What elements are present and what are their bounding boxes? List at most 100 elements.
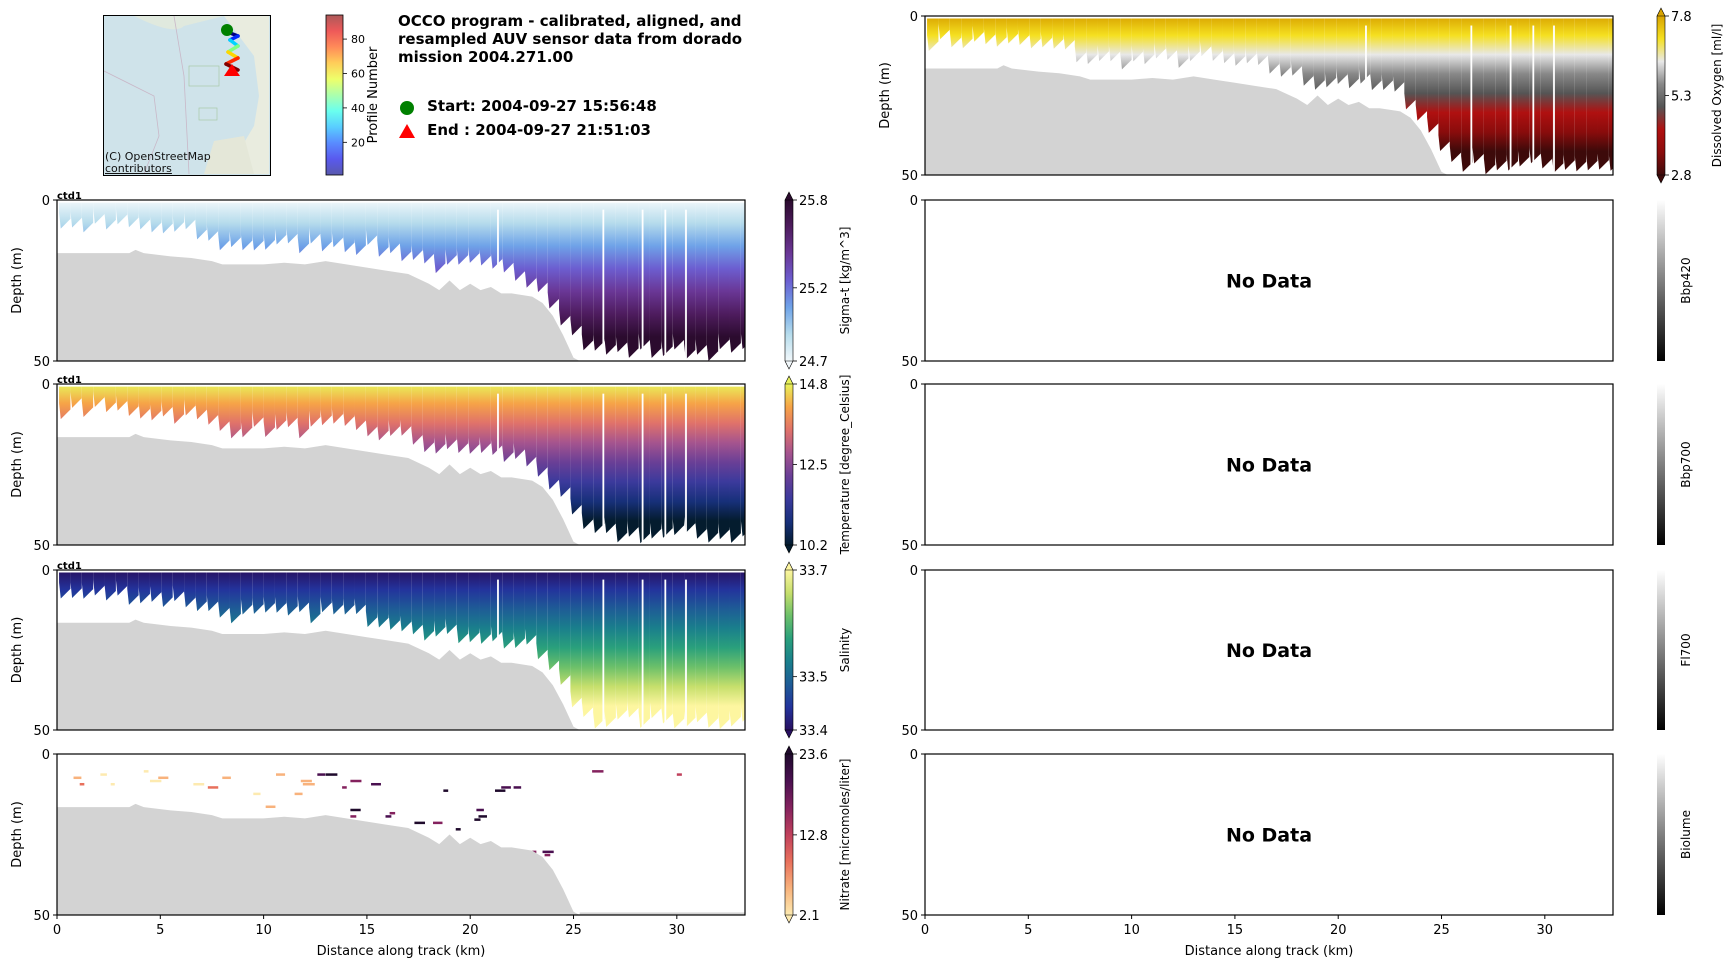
profile-column <box>161 386 173 417</box>
profile-column <box>206 572 219 612</box>
x-tick-label: 5 <box>1024 923 1032 938</box>
colorbar-tick-label: 14.8 <box>799 378 828 393</box>
panel-oxygen: 0 50 Depth (m) 2.8 5.3 7.8 Dissolved Oxygen [m… <box>878 7 1724 184</box>
profile-column <box>229 386 241 439</box>
profile-column <box>1392 18 1405 92</box>
nitrate-sample <box>79 782 85 786</box>
colorbar-tick-label: 2.1 <box>799 909 820 924</box>
profile-column <box>536 386 548 477</box>
profile-column <box>184 572 196 608</box>
profile-column <box>1017 18 1030 45</box>
y-tick-label: 50 <box>33 724 50 739</box>
colorbar-gradient <box>785 570 793 730</box>
profile-column <box>729 386 741 543</box>
profile-column <box>479 572 491 644</box>
nitrate-sample <box>676 773 682 776</box>
profile-column <box>388 386 400 436</box>
profile-column <box>70 572 82 599</box>
profile-column <box>1506 18 1518 171</box>
profile-column <box>1006 18 1018 44</box>
profile-column <box>411 386 423 445</box>
data-gap <box>641 393 644 545</box>
profile-column <box>434 202 446 274</box>
profile-column <box>365 386 378 437</box>
profile-column <box>445 386 457 450</box>
no-data-annotation: No Data <box>1226 825 1312 847</box>
map-zone <box>188 65 220 87</box>
profile-column <box>1347 18 1359 89</box>
nitrate-sample <box>513 786 522 789</box>
colorbar-tick-label: 20 <box>351 136 365 149</box>
profile-column <box>706 386 719 543</box>
profile-column <box>309 202 321 244</box>
x-tick-label: 0 <box>921 923 929 938</box>
y-tick-label: 50 <box>33 539 50 554</box>
nitrate-sample <box>253 792 261 796</box>
profile-column <box>195 202 207 240</box>
profile-column <box>684 572 696 728</box>
profile-column <box>1052 18 1064 49</box>
profile-column <box>502 202 514 273</box>
profile-column <box>331 386 344 424</box>
profile-column <box>138 202 150 230</box>
axes-frame <box>924 569 1614 731</box>
profile-column <box>672 572 685 729</box>
profile-column <box>983 18 996 45</box>
nitrate-sample <box>193 782 205 786</box>
y-tick-label: 0 <box>910 378 918 393</box>
profile-column <box>297 202 310 254</box>
profile-column <box>81 572 94 599</box>
colorbar-tick-label: 2.8 <box>1671 169 1692 184</box>
nitrate-sample <box>143 770 149 773</box>
profile-column <box>365 572 378 627</box>
colorbar-bbp420: Bbp420 <box>1657 200 1693 361</box>
profile-column <box>559 202 571 326</box>
profile-column <box>638 386 650 544</box>
nitrate-sample <box>476 808 484 812</box>
title-line: OCCO program - calibrated, aligned, and <box>398 12 742 30</box>
data-gap <box>602 209 605 361</box>
profile-column <box>718 386 730 540</box>
profile-column <box>1552 18 1564 173</box>
profile-column <box>1529 18 1541 164</box>
profile-column <box>274 386 287 430</box>
colorbar-tick-label: 33.5 <box>799 671 828 686</box>
colorbar-extend-min <box>784 729 794 739</box>
profile-column <box>547 572 560 671</box>
profile-column <box>1415 18 1428 121</box>
profile-column <box>1222 18 1234 64</box>
profile-column <box>1597 18 1609 170</box>
data-layer <box>925 18 1613 175</box>
profile-column <box>138 386 150 419</box>
data-gap <box>497 393 499 545</box>
profile-column <box>388 202 400 254</box>
data-gap <box>1470 25 1473 175</box>
nitrate-sample <box>495 789 506 792</box>
nitrate-sample <box>265 805 276 809</box>
axes-corner-label: ctd1 <box>57 561 82 572</box>
bathymetry <box>579 912 745 915</box>
profile-column <box>627 202 639 358</box>
profile-column <box>1097 18 1109 62</box>
profile-column <box>740 572 745 722</box>
profile-column <box>263 386 275 438</box>
profile-column <box>377 572 389 628</box>
nitrate-sample <box>350 815 357 818</box>
x-tick-label: 30 <box>1537 923 1554 938</box>
no-data-annotation: No Data <box>1226 455 1312 477</box>
profile-column <box>627 386 639 537</box>
profile-column <box>172 386 185 424</box>
colorbar-label: Profile Number <box>366 46 381 143</box>
profile-column <box>70 202 82 228</box>
no-data-annotation: No Data <box>1226 640 1312 662</box>
profile-column <box>434 572 446 637</box>
track-segment <box>224 56 240 66</box>
profile-column <box>927 18 939 51</box>
profile-column <box>972 18 984 42</box>
colorbar-tick-label: 25.8 <box>799 194 828 209</box>
data-gap <box>497 209 499 361</box>
profile-column <box>138 572 150 604</box>
profile-column <box>422 572 435 641</box>
profile-column <box>274 572 287 613</box>
